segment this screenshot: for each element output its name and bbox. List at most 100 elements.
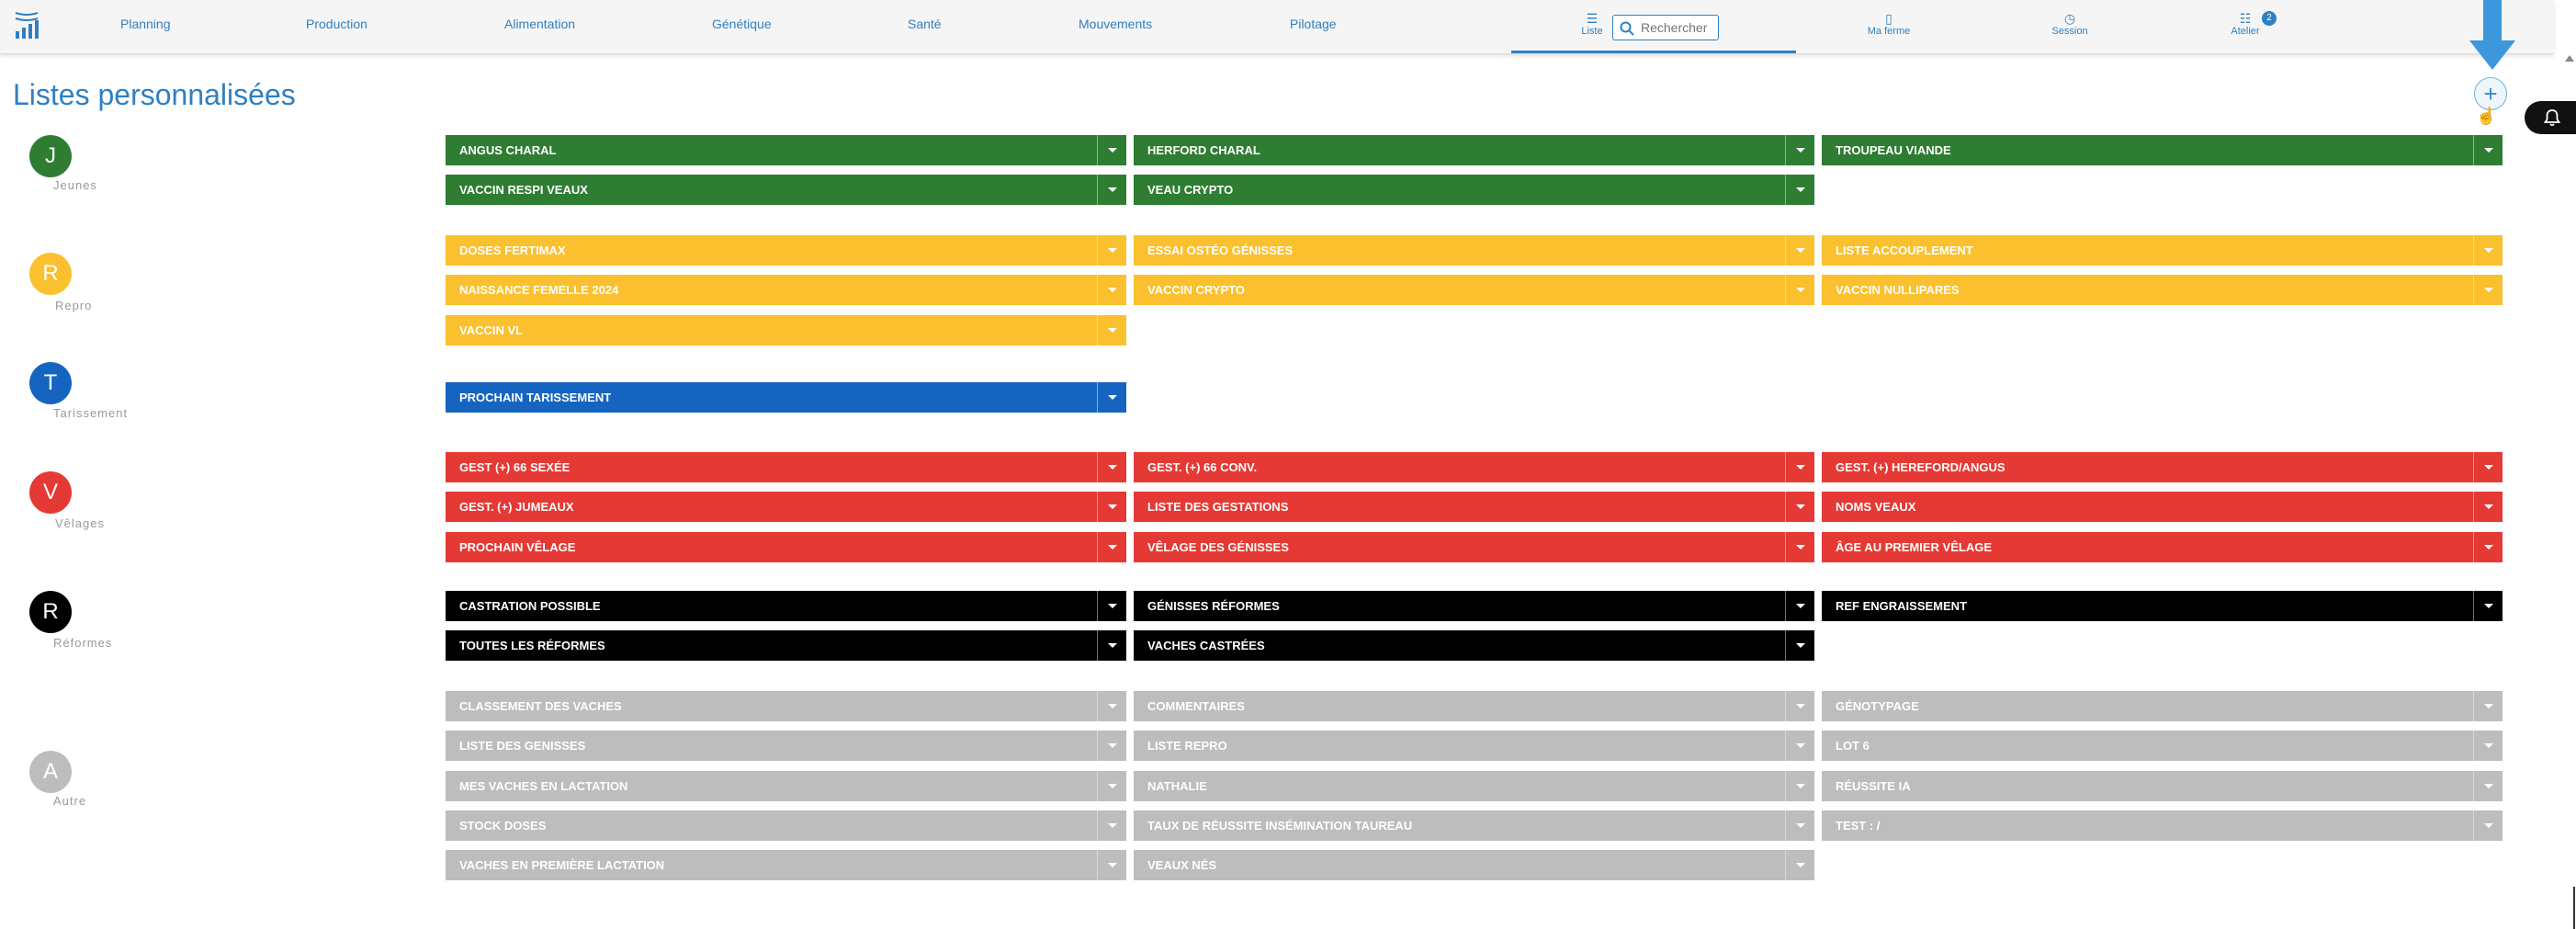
dropdown-caret-icon[interactable] [2473, 452, 2503, 482]
dropdown-caret-icon[interactable] [1097, 691, 1126, 721]
list-button[interactable]: VACCIN VL [446, 315, 1126, 346]
list-button[interactable]: LOT 6 [1822, 731, 2503, 761]
dropdown-caret-icon[interactable] [2473, 810, 2503, 841]
dropdown-caret-icon[interactable] [1097, 810, 1126, 841]
list-button[interactable]: VACCIN NULLIPARES [1822, 275, 2503, 305]
nav-mouvements[interactable]: Mouvements [1079, 17, 1153, 31]
dropdown-caret-icon[interactable] [2473, 235, 2503, 266]
dropdown-caret-icon[interactable] [2473, 731, 2503, 761]
list-button[interactable]: VACCIN RESPI VEAUX [446, 175, 1126, 205]
dropdown-caret-icon[interactable] [1785, 492, 1814, 522]
nav-atelier[interactable]: ☷ Atelier [2225, 11, 2265, 37]
dropdown-caret-icon[interactable] [1097, 452, 1126, 482]
list-button[interactable]: GÉNISSES RÉFORMES [1134, 591, 1814, 621]
dropdown-caret-icon[interactable] [1097, 135, 1126, 165]
list-button[interactable]: GEST. (+) JUMEAUX [446, 492, 1126, 522]
list-button[interactable]: GÉNOTYPAGE [1822, 691, 2503, 721]
dropdown-caret-icon[interactable] [2473, 691, 2503, 721]
dropdown-caret-icon[interactable] [1785, 731, 1814, 761]
add-list-button[interactable]: + [2474, 77, 2507, 110]
dropdown-caret-icon[interactable] [1785, 532, 1814, 562]
list-button[interactable]: NAISSANCE FEMELLE 2024 [446, 275, 1126, 305]
dropdown-caret-icon[interactable] [1785, 630, 1814, 661]
list-button[interactable]: PROCHAIN VÊLAGE [446, 532, 1126, 562]
dropdown-caret-icon[interactable] [1785, 452, 1814, 482]
dropdown-caret-icon[interactable] [1785, 810, 1814, 841]
list-button[interactable]: TEST : / [1822, 810, 2503, 841]
notifications-button[interactable] [2525, 101, 2576, 134]
list-button[interactable]: TOUTES LES RÉFORMES [446, 630, 1126, 661]
dropdown-caret-icon[interactable] [1785, 275, 1814, 305]
list-button[interactable]: DOSES FERTIMAX [446, 235, 1126, 266]
nav-session[interactable]: ◷ Session [2047, 11, 2093, 37]
dropdown-caret-icon[interactable] [1097, 235, 1126, 266]
list-button[interactable]: VÊLAGE DES GÉNISSES [1134, 532, 1814, 562]
nav-genetique[interactable]: Génétique [712, 17, 772, 31]
dropdown-caret-icon[interactable] [1097, 630, 1126, 661]
list-button[interactable]: VACHES EN PREMIÈRE LACTATION [446, 850, 1126, 880]
list-button[interactable]: ANGUS CHARAL [446, 135, 1126, 165]
list-button[interactable]: LISTE DES GESTATIONS [1134, 492, 1814, 522]
nav-ma-ferme[interactable]: ▯ Ma ferme [1859, 11, 1918, 37]
nav-production[interactable]: Production [306, 17, 367, 31]
list-button[interactable]: VEAU CRYPTO [1134, 175, 1814, 205]
dropdown-caret-icon[interactable] [1785, 591, 1814, 621]
dropdown-caret-icon[interactable] [1785, 850, 1814, 880]
list-button[interactable]: LISTE REPRO [1134, 731, 1814, 761]
nav-planning[interactable]: Planning [120, 17, 171, 31]
list-button[interactable]: GEST. (+) HEREFORD/ANGUS [1822, 452, 2503, 482]
list-button[interactable]: NATHALIE [1134, 771, 1814, 801]
dropdown-caret-icon[interactable] [1097, 532, 1126, 562]
list-button[interactable]: CASTRATION POSSIBLE [446, 591, 1126, 621]
search-input[interactable] [1641, 18, 1714, 37]
dropdown-caret-icon[interactable] [1785, 135, 1814, 165]
list-button[interactable]: REF ENGRAISSEMENT [1822, 591, 2503, 621]
dropdown-caret-icon[interactable] [2473, 591, 2503, 621]
dropdown-caret-icon[interactable] [1785, 771, 1814, 801]
dropdown-caret-icon[interactable] [2473, 771, 2503, 801]
dropdown-caret-icon[interactable] [1097, 275, 1126, 305]
list-button[interactable]: VACHES CASTRÉES [1134, 630, 1814, 661]
nav-liste[interactable]: ☰ Liste [1576, 11, 1608, 37]
list-button[interactable]: VACCIN CRYPTO [1134, 275, 1814, 305]
list-button[interactable]: TAUX DE RÉUSSITE INSÉMINATION TAUREAU [1134, 810, 1814, 841]
app-logo-icon[interactable] [13, 9, 40, 42]
dropdown-caret-icon[interactable] [1785, 235, 1814, 266]
nav-sante[interactable]: Santé [908, 17, 942, 31]
dropdown-caret-icon[interactable] [1097, 591, 1126, 621]
dropdown-caret-icon[interactable] [2473, 492, 2503, 522]
dropdown-caret-icon[interactable] [2473, 275, 2503, 305]
scroll-up-icon[interactable] [2565, 55, 2574, 62]
list-button[interactable]: VEAUX NÉS [1134, 850, 1814, 880]
list-button[interactable]: LISTE DES GENISSES [446, 731, 1126, 761]
nav-alimentation[interactable]: Alimentation [504, 17, 576, 31]
list-button[interactable]: RÉUSSITE IA [1822, 771, 2503, 801]
dropdown-caret-icon[interactable] [2473, 532, 2503, 562]
dropdown-caret-icon[interactable] [1097, 850, 1126, 880]
book-icon: ▯ [1885, 11, 1892, 26]
list-button[interactable]: GEST. (+) 66 CONV. [1134, 452, 1814, 482]
dropdown-caret-icon[interactable] [1097, 731, 1126, 761]
dropdown-caret-icon[interactable] [1097, 492, 1126, 522]
dropdown-caret-icon[interactable] [1785, 175, 1814, 205]
dropdown-caret-icon[interactable] [1097, 175, 1126, 205]
dropdown-caret-icon[interactable] [1097, 771, 1126, 801]
search-box[interactable] [1612, 15, 1719, 40]
list-button[interactable]: HERFORD CHARAL [1134, 135, 1814, 165]
dropdown-caret-icon[interactable] [1097, 382, 1126, 413]
dropdown-caret-icon[interactable] [2473, 135, 2503, 165]
list-button[interactable]: STOCK DOSES [446, 810, 1126, 841]
dropdown-caret-icon[interactable] [1785, 691, 1814, 721]
list-button[interactable]: PROCHAIN TARISSEMENT [446, 382, 1126, 413]
nav-pilotage[interactable]: Pilotage [1290, 17, 1337, 31]
list-button[interactable]: NOMS VEAUX [1822, 492, 2503, 522]
list-button[interactable]: COMMENTAIRES [1134, 691, 1814, 721]
list-button[interactable]: TROUPEAU VIANDE [1822, 135, 2503, 165]
list-button[interactable]: ESSAI OSTÉO GÉNISSES [1134, 235, 1814, 266]
list-button[interactable]: ÂGE AU PREMIER VÊLAGE [1822, 532, 2503, 562]
list-button[interactable]: MES VACHES EN LACTATION [446, 771, 1126, 801]
dropdown-caret-icon[interactable] [1097, 315, 1126, 346]
list-button[interactable]: CLASSEMENT DES VACHES [446, 691, 1126, 721]
list-button[interactable]: GEST (+) 66 SEXÉE [446, 452, 1126, 482]
list-button[interactable]: LISTE ACCOUPLEMENT [1822, 235, 2503, 266]
